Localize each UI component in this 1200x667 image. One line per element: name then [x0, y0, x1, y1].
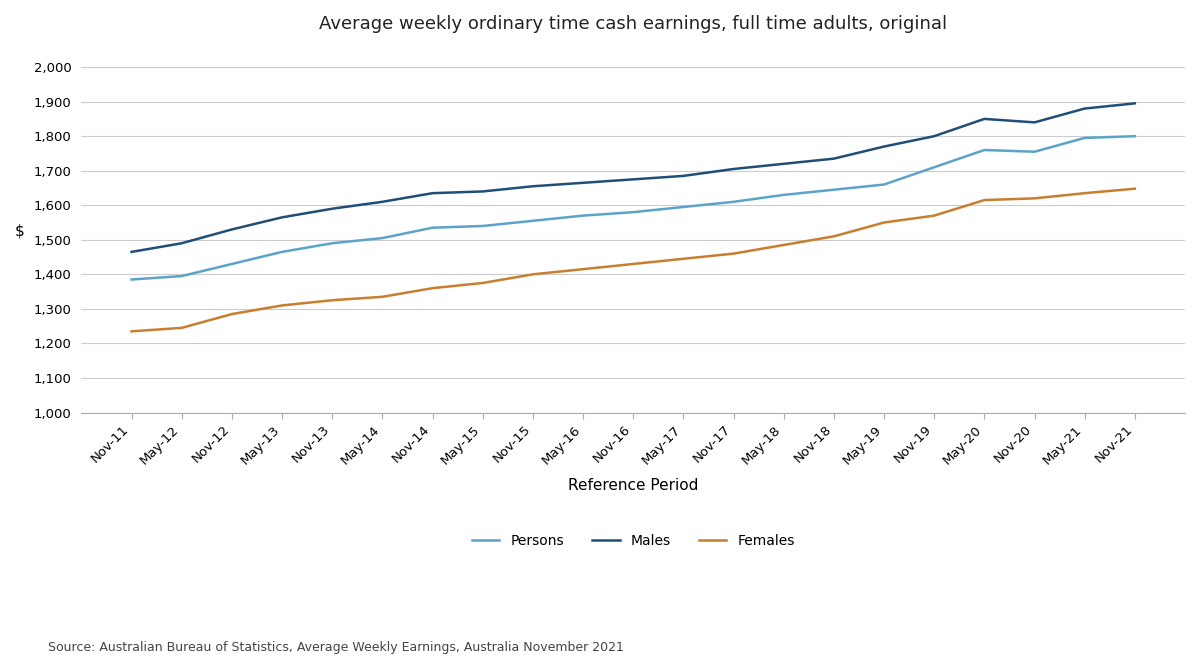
Females: [475, 279, 490, 287]
Persons: [877, 181, 892, 189]
Males: [325, 205, 340, 213]
Females: [676, 255, 690, 263]
Y-axis label: $: $: [14, 223, 25, 239]
Males: [526, 182, 540, 190]
Males: [877, 143, 892, 151]
Males: [174, 239, 188, 247]
Persons: [926, 163, 941, 171]
Females: [626, 260, 641, 268]
Persons: [526, 217, 540, 225]
Females: [376, 293, 390, 301]
Males: [926, 132, 941, 140]
Males: [827, 155, 841, 163]
Line: Males: Males: [132, 103, 1135, 252]
Persons: [776, 191, 791, 199]
Females: [827, 232, 841, 240]
Persons: [676, 203, 690, 211]
Males: [224, 225, 239, 233]
Males: [1027, 118, 1042, 126]
Persons: [425, 223, 439, 231]
Persons: [174, 272, 188, 280]
Line: Persons: Persons: [132, 136, 1135, 279]
Persons: [325, 239, 340, 247]
Persons: [977, 146, 991, 154]
Females: [1027, 194, 1042, 202]
Females: [1128, 185, 1142, 193]
Males: [676, 172, 690, 180]
Persons: [1078, 134, 1092, 142]
Females: [977, 196, 991, 204]
Females: [726, 249, 740, 257]
Females: [325, 296, 340, 304]
Females: [425, 284, 439, 292]
Persons: [224, 260, 239, 268]
Males: [576, 179, 590, 187]
Males: [425, 189, 439, 197]
Females: [125, 327, 139, 336]
Persons: [626, 208, 641, 216]
Females: [1078, 189, 1092, 197]
Persons: [827, 185, 841, 193]
Males: [977, 115, 991, 123]
Legend: Persons, Males, Females: Persons, Males, Females: [466, 528, 800, 554]
Persons: [125, 275, 139, 283]
X-axis label: Reference Period: Reference Period: [568, 478, 698, 493]
Males: [626, 175, 641, 183]
Persons: [275, 248, 289, 256]
Persons: [576, 211, 590, 219]
Line: Females: Females: [132, 189, 1135, 331]
Females: [224, 310, 239, 318]
Males: [275, 213, 289, 221]
Title: Average weekly ordinary time cash earnings, full time adults, original: Average weekly ordinary time cash earnin…: [319, 15, 947, 33]
Persons: [475, 222, 490, 230]
Males: [475, 187, 490, 195]
Males: [726, 165, 740, 173]
Males: [1078, 105, 1092, 113]
Females: [776, 241, 791, 249]
Males: [776, 160, 791, 168]
Males: [376, 198, 390, 206]
Persons: [1027, 147, 1042, 155]
Females: [174, 324, 188, 332]
Females: [576, 265, 590, 273]
Females: [926, 211, 941, 219]
Females: [275, 301, 289, 309]
Males: [125, 248, 139, 256]
Text: Source: Australian Bureau of Statistics, Average Weekly Earnings, Australia Nove: Source: Australian Bureau of Statistics,…: [48, 641, 624, 654]
Persons: [376, 234, 390, 242]
Males: [1128, 99, 1142, 107]
Persons: [726, 198, 740, 206]
Females: [877, 219, 892, 227]
Persons: [1128, 132, 1142, 140]
Females: [526, 270, 540, 278]
